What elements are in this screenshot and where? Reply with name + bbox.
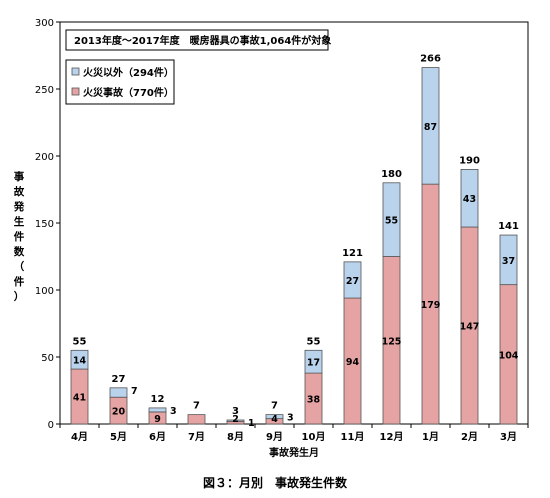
non-fire-value-label: 37 (502, 256, 515, 267)
note-text: 2013年度～2017年度 暖房器具の事故1,064件が対象 (74, 34, 331, 47)
x-tick-label: 8月 (227, 431, 244, 443)
x-tick-label: 12月 (380, 431, 404, 443)
fire-value-label: 147 (460, 322, 480, 333)
non-fire-value-label: 17 (307, 358, 320, 369)
non-fire-value-label: 7 (131, 386, 138, 397)
bar-non-fire (460, 168, 479, 228)
x-tick-label: 3月 (500, 431, 517, 443)
x-tick-label: 9月 (266, 431, 283, 443)
fire-value-label: 94 (346, 357, 360, 368)
x-axis-label: 事故発生月 (269, 446, 319, 459)
y-tick-label: 100 (35, 286, 54, 297)
non-fire-value-label: 14 (73, 356, 87, 367)
legend-label-fire: 火災事故（770件） (83, 86, 174, 99)
bar-non-fire (148, 407, 167, 413)
total-label: 266 (420, 54, 441, 65)
total-label: 55 (73, 336, 87, 347)
total-label: 121 (342, 248, 363, 259)
bar-non-fire (226, 419, 245, 422)
non-fire-value-label: 3 (287, 413, 294, 424)
y-tick-label: 0 (48, 420, 54, 431)
total-label: 27 (112, 374, 126, 385)
x-tick-label: 2月 (461, 431, 478, 443)
non-fire-value-label: 43 (463, 194, 476, 205)
y-tick-label: 150 (35, 219, 54, 230)
bar-fire (187, 414, 206, 425)
non-fire-value-label: 87 (424, 122, 437, 133)
bar-non-fire (343, 261, 362, 299)
x-tick-label: 4月 (71, 431, 88, 443)
y-tick-label: 50 (41, 353, 54, 364)
bar-non-fire (265, 414, 284, 420)
non-fire-value-label: 3 (170, 406, 177, 417)
total-label: 7 (271, 401, 278, 412)
fire-value-label: 38 (307, 395, 321, 406)
total-label: 180 (381, 169, 402, 180)
legend-swatch-non-fire (71, 67, 80, 76)
fire-value-label: 4 (271, 414, 278, 425)
fire-value-label: 2 (232, 414, 239, 425)
y-tick-label: 300 (35, 18, 54, 29)
y-tick-label: 250 (35, 85, 54, 96)
fire-value-label: 41 (73, 393, 86, 404)
fire-value-label: 125 (382, 336, 402, 347)
non-fire-value-label: 27 (346, 276, 359, 287)
figure-caption: 図３：月別 事故発生件数 (202, 476, 347, 490)
fire-value-label: 104 (499, 350, 519, 361)
bar-non-fire (499, 234, 518, 286)
total-label: 7 (193, 401, 200, 412)
total-label: 141 (498, 221, 519, 232)
total-label: 3 (232, 406, 239, 417)
legend-label-non-fire: 火災以外（294件） (83, 66, 174, 79)
bar-non-fire (421, 67, 440, 185)
x-tick-label: 10月 (302, 431, 326, 443)
bar-non-fire (109, 387, 128, 398)
legend-box (65, 59, 175, 105)
note-box (65, 29, 329, 51)
fire-value-label: 20 (112, 407, 126, 418)
x-tick-label: 7月 (188, 431, 205, 443)
bar-non-fire (70, 349, 89, 370)
non-fire-value-label: 55 (385, 216, 398, 227)
x-tick-label: 6月 (149, 431, 166, 443)
legend-swatch-fire (71, 87, 80, 96)
total-label: 190 (459, 155, 480, 166)
total-label: 12 (151, 394, 165, 405)
bar-non-fire (382, 182, 401, 257)
bar-non-fire (304, 349, 323, 374)
x-tick-label: 11月 (341, 431, 365, 443)
x-tick-label: 1月 (422, 431, 439, 443)
total-label: 55 (307, 336, 321, 347)
non-fire-value-label: 1 (248, 418, 255, 429)
y-tick-label: 200 (35, 152, 54, 163)
fire-value-label: 179 (421, 300, 441, 311)
y-axis-label: 事故発生件数（件） (13, 170, 25, 303)
x-tick-label: 5月 (110, 431, 127, 443)
fire-value-label: 9 (154, 414, 161, 425)
